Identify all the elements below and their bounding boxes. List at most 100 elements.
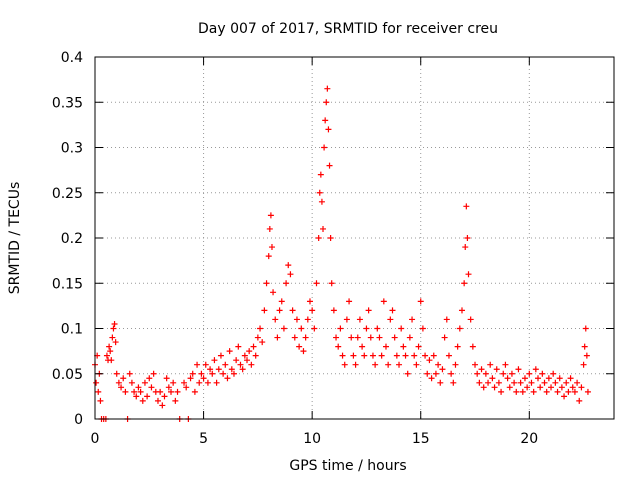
data-point [348,334,355,341]
data-point [582,325,589,332]
data-point [322,117,329,124]
data-point [316,189,323,196]
data-point [363,325,370,332]
data-point [462,244,469,251]
data-point [526,370,533,377]
data-point [337,325,344,332]
data-point [474,370,481,377]
data-point [376,334,383,341]
data-point [482,370,489,377]
data-point [122,388,129,395]
data-point [346,298,353,305]
data-point [283,280,290,287]
data-point [493,366,500,373]
data-point [150,370,157,377]
data-point [378,352,385,359]
y-tick-label: 0.25 [52,186,83,202]
data-point [110,325,117,332]
data-point [241,352,248,359]
axis-ticks: 0 0.05 0.1 0.15 0.2 0.25 0.3 0.35 0.4 0 5 10 15 20 [52,50,614,447]
data-point [387,316,394,323]
data-point [354,334,361,341]
data-point [296,343,303,350]
data-point [480,384,487,391]
data-point [228,366,235,373]
data-point [389,307,396,314]
x-tick-label: 10 [303,431,321,447]
data-point [267,212,274,219]
data-point [428,375,435,382]
data-point [280,325,287,332]
data-point [422,352,429,359]
data-point [565,388,572,395]
x-tick-label: 0 [91,431,100,447]
data-point [274,334,281,341]
data-point [324,85,331,92]
data-point [287,271,294,278]
data-point [445,352,452,359]
data-point [417,298,424,305]
data-point [109,334,116,341]
data-point [321,144,328,151]
data-point [396,361,403,368]
data-point [196,379,203,386]
data-point [369,352,376,359]
data-point [93,379,100,386]
data-point [311,325,318,332]
data-point [268,244,275,251]
data-point [244,357,251,364]
data-point [120,375,127,382]
data-point [97,397,104,404]
data-point [511,379,518,386]
data-point [580,361,587,368]
y-tick-label: 0.1 [61,322,83,338]
data-point [170,379,177,386]
data-point [224,375,231,382]
data-point [409,316,416,323]
data-point [181,379,188,386]
data-point [350,352,357,359]
data-point [222,361,229,368]
data-point [521,375,528,382]
data-point [437,379,444,386]
data-point [515,366,522,373]
data-point [361,352,368,359]
data-point [278,298,285,305]
data-point [478,366,485,373]
data-points [92,85,591,422]
data-point [487,361,494,368]
data-point [341,361,348,368]
data-point [113,370,120,377]
data-point [406,334,413,341]
data-point [578,384,585,391]
data-point [382,343,389,350]
data-point [270,289,277,296]
data-point [207,366,214,373]
data-point [106,343,113,350]
data-point [519,388,526,395]
data-point [263,280,270,287]
data-point [398,325,405,332]
data-point [320,225,327,232]
data-point [367,334,374,341]
data-point [309,307,316,314]
data-point [415,343,422,350]
data-point [574,379,581,386]
data-point [498,388,505,395]
data-point [550,370,557,377]
data-point [563,379,570,386]
y-tick-label: 0.35 [52,95,83,111]
data-point [400,343,407,350]
data-point [298,325,305,332]
data-point [154,397,161,404]
data-point [352,361,359,368]
data-point [233,357,240,364]
data-point [230,370,237,377]
data-point [161,393,168,400]
data-point [548,384,555,391]
data-point [217,352,224,359]
data-point [335,343,342,350]
data-point [327,235,334,241]
data-point [174,388,181,395]
data-point [257,325,264,332]
